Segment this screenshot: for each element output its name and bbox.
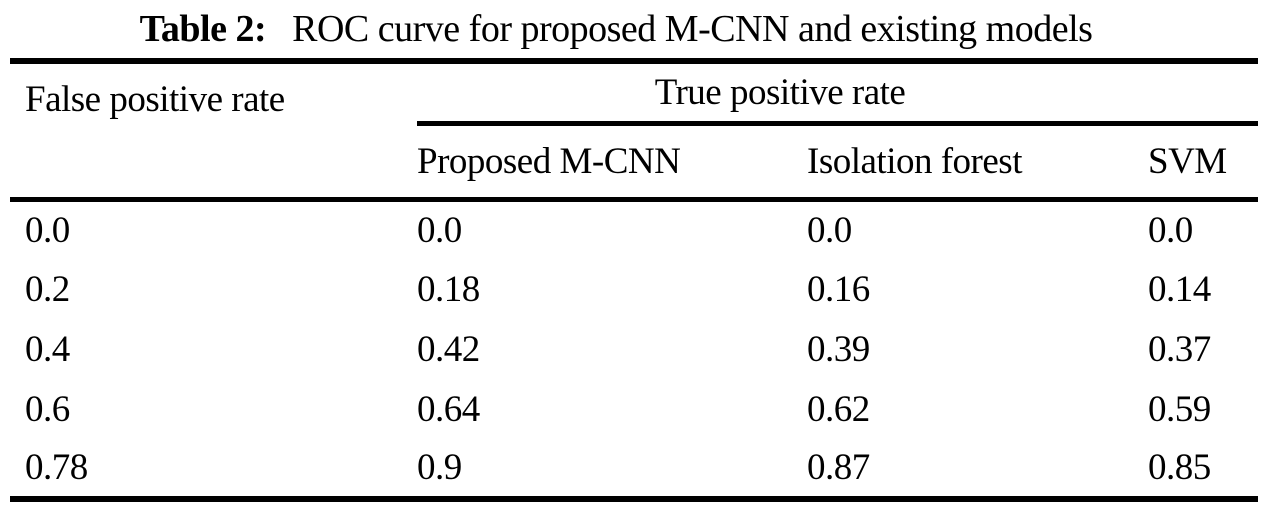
cell-isolation-forest: 0.62	[807, 388, 870, 430]
cell-svm: 0.59	[1148, 388, 1211, 430]
cell-isolation-forest: 0.16	[807, 268, 870, 310]
table-row: 0.4 0.42 0.39 0.37	[10, 319, 1258, 379]
cell-fpr: 0.6	[25, 388, 70, 430]
cell-fpr: 0.4	[25, 328, 70, 370]
cell-svm: 0.0	[1148, 209, 1193, 251]
cell-mcnn: 0.64	[417, 388, 480, 430]
table-row: 0.6 0.64 0.62 0.59	[10, 379, 1258, 439]
table-row: 0.0 0.0 0.0 0.0	[10, 199, 1258, 259]
cell-svm: 0.85	[1148, 447, 1211, 488]
cell-mcnn: 0.18	[417, 268, 480, 310]
cell-fpr: 0.0	[25, 209, 70, 251]
cell-mcnn: 0.9	[417, 447, 462, 488]
cell-svm: 0.37	[1148, 328, 1211, 370]
cell-fpr: 0.78	[25, 447, 88, 488]
col-header-false-positive-rate: False positive rate	[10, 61, 417, 202]
table-row: 0.2 0.18 0.16 0.14	[10, 259, 1258, 319]
roc-table: False positive rate True positive rate P…	[10, 58, 1259, 502]
table-caption-label: Table 2:	[139, 8, 267, 50]
cell-mcnn: 0.0	[417, 209, 462, 251]
cell-isolation-forest: 0.39	[807, 328, 870, 370]
cell-mcnn: 0.42	[417, 328, 480, 370]
col-group-header-true-positive-rate: True positive rate	[417, 61, 1259, 126]
cell-fpr: 0.2	[25, 268, 70, 310]
header-row-group: False positive rate True positive rate	[10, 61, 1259, 202]
table-row: 0.78 0.9 0.87 0.85	[10, 439, 1258, 499]
table-caption-text: ROC curve for proposed M-CNN and existin…	[292, 8, 1093, 50]
col-header-isolation-forest: Isolation forest	[807, 123, 1148, 202]
header-row-sub: Proposed M-CNN Isolation forest SVM	[10, 123, 1259, 202]
col-header-proposed-mcnn: Proposed M-CNN	[417, 123, 807, 202]
cell-isolation-forest: 0.0	[807, 209, 852, 251]
cell-isolation-forest: 0.87	[807, 447, 870, 488]
table-caption: Table 2: ROC curve for proposed M-CNN and…	[0, 0, 1286, 53]
col-header-svm: SVM	[1148, 123, 1259, 202]
cell-svm: 0.14	[1148, 268, 1211, 310]
